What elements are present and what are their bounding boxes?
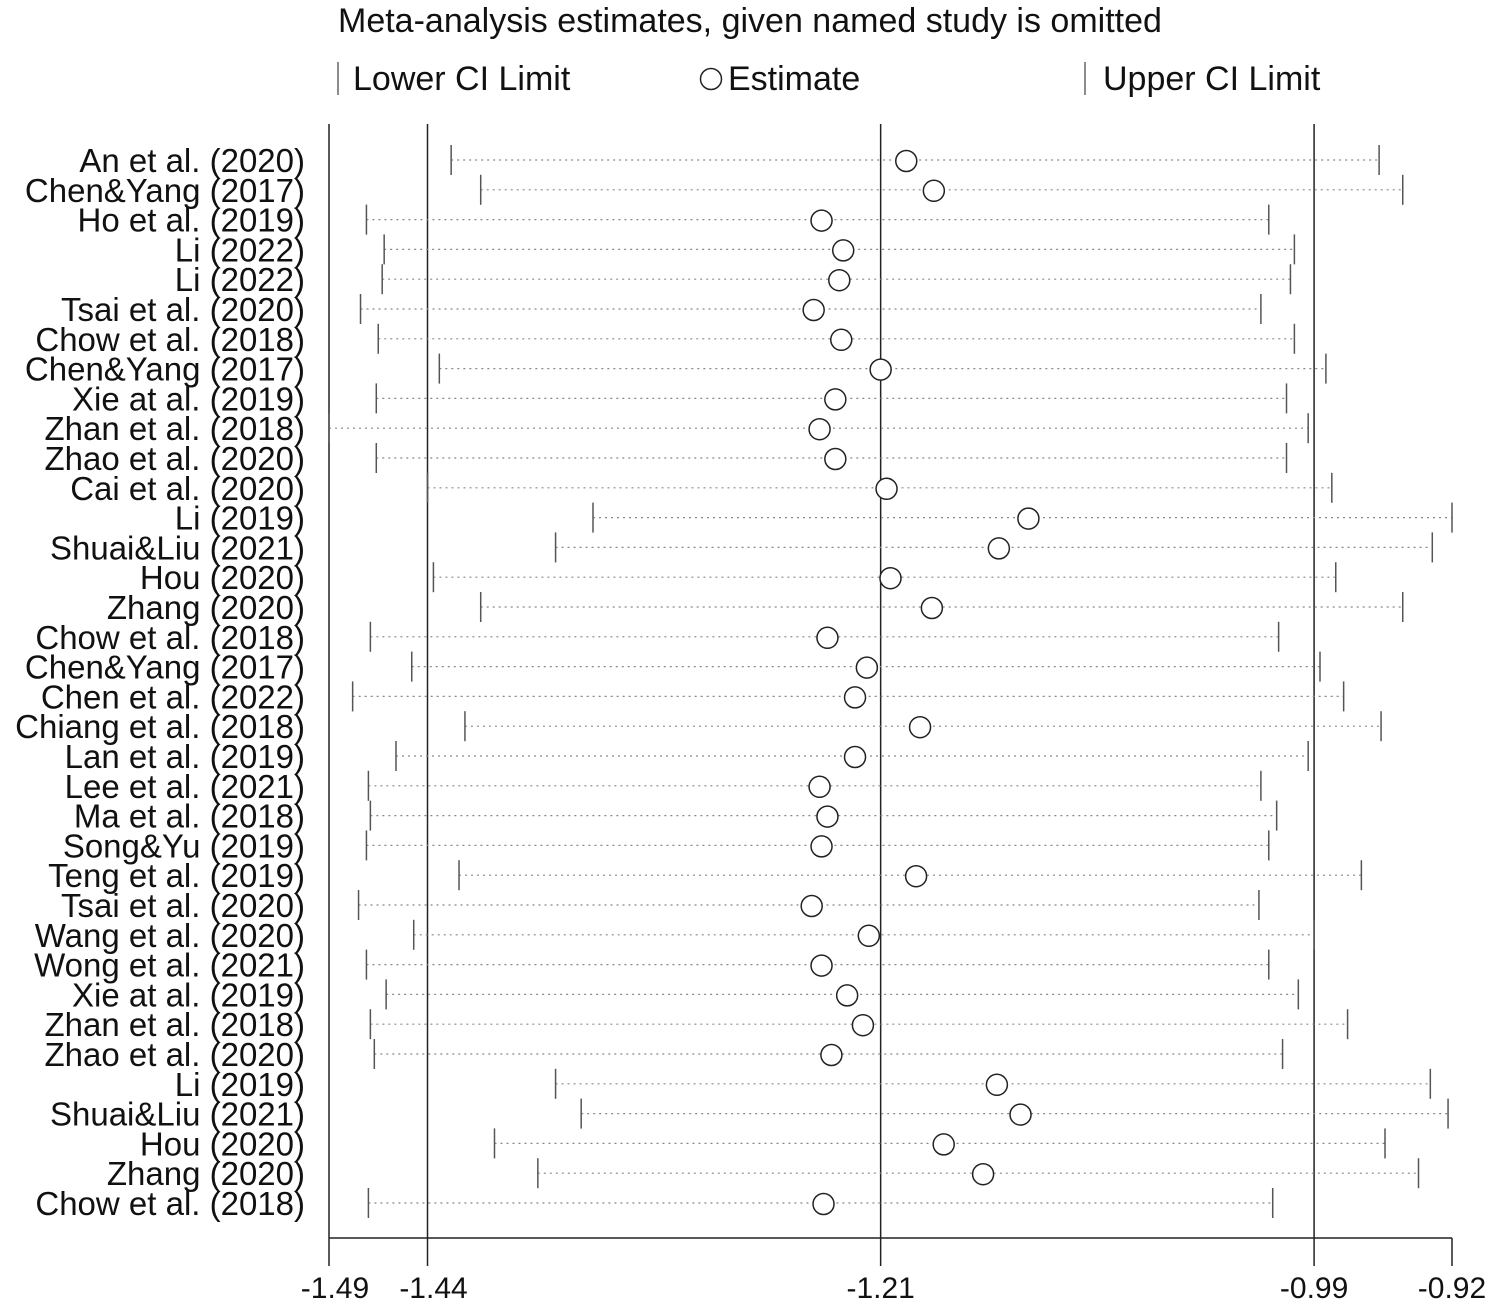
estimate-point bbox=[1017, 507, 1040, 530]
study-label: Chow et al. (2018) bbox=[35, 1185, 305, 1222]
estimate-point bbox=[829, 328, 853, 352]
estimate-point bbox=[895, 149, 918, 173]
estimate-point bbox=[812, 1192, 835, 1216]
study-label: Xie at al. (2019) bbox=[72, 380, 305, 417]
study-label: Hou (2020) bbox=[140, 1125, 305, 1162]
study-label: An et al. (2020) bbox=[79, 142, 305, 179]
estimate-point bbox=[835, 984, 859, 1007]
estimate-point bbox=[1009, 1103, 1032, 1126]
study-label: Zhang (2020) bbox=[107, 589, 305, 626]
study-label: Chen&Yang (2017) bbox=[25, 351, 305, 388]
study-label: Lan et al. (2019) bbox=[65, 738, 305, 775]
estimate-point bbox=[932, 1133, 955, 1156]
study-label: Chen&Yang (2017) bbox=[25, 649, 305, 686]
estimate-point bbox=[855, 656, 879, 679]
study-label: Shuai&Liu (2021) bbox=[50, 529, 305, 566]
estimate-point bbox=[922, 179, 946, 203]
estimate-point bbox=[875, 477, 898, 501]
plot-area: -1.49 -1.44 -1.21 -0.99 -0.92 An et al. (2020… bbox=[15, 124, 1486, 1305]
study-label: Zhan et al. (2018) bbox=[45, 410, 306, 447]
estimate-point bbox=[869, 358, 892, 381]
x-tick-label: -1.44 bbox=[399, 1272, 467, 1304]
estimate-point bbox=[808, 417, 831, 441]
estimate-point bbox=[810, 835, 833, 858]
estimate-point bbox=[816, 805, 839, 828]
study-label: Wong et al. (2021) bbox=[34, 947, 305, 984]
study-label: Hou (2020) bbox=[140, 559, 305, 596]
study-label: Tsai et al. (2020) bbox=[61, 291, 305, 328]
estimate-point bbox=[808, 775, 831, 799]
estimate-point bbox=[824, 447, 847, 471]
study-label: Chow et al. (2018) bbox=[35, 619, 305, 656]
study-label: Chiang et al. (2018) bbox=[15, 708, 305, 745]
estimate-point bbox=[802, 298, 825, 322]
legend-estimate-marker bbox=[699, 67, 723, 91]
x-tick-label: -0.92 bbox=[1418, 1272, 1486, 1304]
estimate-point bbox=[985, 1073, 1009, 1097]
study-label: Zhao et al. (2020) bbox=[45, 1036, 306, 1073]
study-label: Ma et al. (2018) bbox=[74, 798, 305, 835]
estimate-point bbox=[843, 686, 867, 709]
x-tick-label: -1.49 bbox=[301, 1272, 369, 1304]
estimate-point bbox=[908, 715, 932, 739]
estimate-point bbox=[987, 537, 1011, 560]
study-label: Zhang (2020) bbox=[107, 1155, 305, 1192]
estimate-point bbox=[971, 1162, 995, 1186]
study-label: Shuai&Liu (2021) bbox=[50, 1096, 305, 1133]
study-label: Chow et al. (2018) bbox=[35, 321, 305, 358]
study-label: Li (2022) bbox=[175, 261, 305, 298]
estimate-point bbox=[851, 1013, 875, 1037]
study-label: Zhan et al. (2018) bbox=[45, 1006, 306, 1043]
study-label: Chen et al. (2022) bbox=[41, 678, 305, 715]
x-tick-label: -1.21 bbox=[846, 1272, 914, 1304]
legend-upper-label: Upper CI Limit bbox=[1103, 60, 1321, 98]
study-label: Song&Yu (2019) bbox=[63, 827, 305, 864]
study-label: Cai et al. (2020) bbox=[70, 470, 305, 507]
study-label: Xie at al. (2019) bbox=[72, 976, 305, 1013]
study-label: Chen&Yang (2017) bbox=[25, 172, 305, 209]
estimate-point bbox=[904, 864, 928, 888]
study-label: Ho et al. (2019) bbox=[78, 202, 305, 239]
legend-estimate-label: Estimate bbox=[728, 60, 860, 98]
estimate-point bbox=[810, 954, 833, 977]
study-label: Li (2019) bbox=[175, 1066, 305, 1103]
estimate-point bbox=[828, 268, 851, 292]
study-label: Tsai et al. (2020) bbox=[61, 887, 305, 924]
estimate-point bbox=[824, 388, 847, 411]
legend-lower-label: Lower CI Limit bbox=[353, 60, 571, 98]
study-label: Wang et al. (2020) bbox=[35, 917, 305, 954]
estimate-point bbox=[800, 894, 823, 918]
estimate-point bbox=[820, 1043, 843, 1067]
study-label: Teng et al. (2019) bbox=[48, 857, 305, 894]
legend: Lower CI Limit Estimate Upper CI Limit bbox=[337, 60, 1321, 98]
estimate-point bbox=[920, 596, 944, 620]
estimate-point bbox=[816, 626, 839, 650]
study-label: Li (2019) bbox=[175, 500, 305, 537]
estimate-point bbox=[843, 745, 867, 769]
study-label: Zhao et al. (2020) bbox=[45, 440, 306, 477]
estimate-point bbox=[879, 566, 902, 590]
estimate-point bbox=[857, 924, 881, 948]
estimate-point bbox=[831, 239, 855, 262]
study-label: Lee et al. (2021) bbox=[65, 768, 305, 805]
x-tick-label: -0.99 bbox=[1280, 1272, 1348, 1304]
study-label: Li (2022) bbox=[175, 231, 305, 268]
estimate-point bbox=[810, 209, 833, 232]
chart-title: Meta-analysis estimates, given named stu… bbox=[338, 2, 1162, 40]
